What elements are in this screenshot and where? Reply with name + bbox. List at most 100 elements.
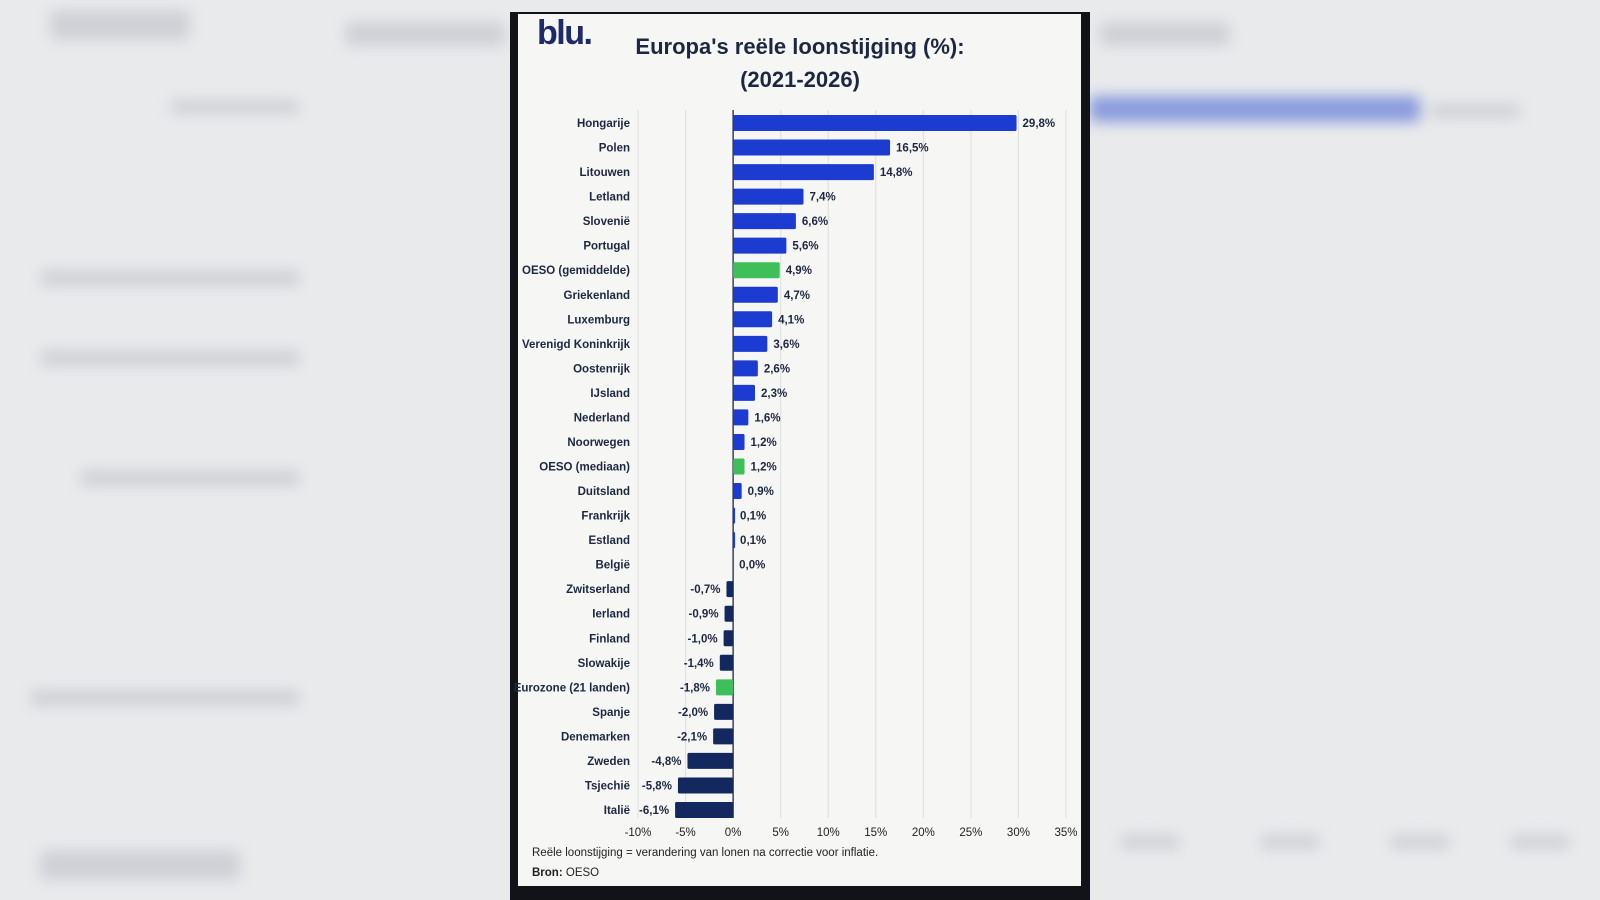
bar bbox=[733, 335, 768, 352]
category-label: Litouwen bbox=[580, 167, 630, 179]
bar bbox=[733, 237, 787, 254]
data-label: -4,8% bbox=[651, 756, 681, 768]
data-label: 6,6% bbox=[802, 216, 828, 228]
category-label: Polen bbox=[599, 143, 630, 155]
x-tick-label: 10% bbox=[817, 827, 840, 839]
category-label: Ierland bbox=[592, 609, 630, 621]
data-label: 1,6% bbox=[754, 412, 780, 424]
data-label: -0,9% bbox=[689, 609, 719, 621]
source-line: Bron: OESO bbox=[532, 867, 599, 879]
category-label: Duitsland bbox=[578, 486, 630, 498]
x-tick-label: 5% bbox=[772, 827, 789, 839]
bar bbox=[726, 581, 734, 598]
bar bbox=[733, 286, 778, 303]
category-label: Frankrijk bbox=[581, 511, 630, 523]
bar bbox=[724, 605, 734, 622]
x-tick-label: 35% bbox=[1054, 827, 1077, 839]
bar bbox=[733, 458, 745, 475]
category-label: Noorwegen bbox=[567, 437, 630, 449]
category-label: Hongarije bbox=[577, 118, 630, 130]
data-label: -1,8% bbox=[680, 682, 710, 694]
category-label: Eurozone (21 landen) bbox=[514, 682, 630, 694]
bar bbox=[687, 752, 734, 769]
bar bbox=[713, 728, 734, 745]
x-tick-label: 0% bbox=[725, 827, 742, 839]
data-label: 1,2% bbox=[751, 462, 777, 474]
x-tick-label: 30% bbox=[1007, 827, 1030, 839]
data-label: 0,1% bbox=[740, 535, 766, 547]
bar bbox=[733, 213, 796, 230]
x-tick-label: -10% bbox=[625, 827, 652, 839]
data-label: 2,3% bbox=[761, 388, 787, 400]
source-label: Bron: bbox=[532, 867, 563, 879]
category-label: Tsjechië bbox=[585, 780, 630, 792]
category-label: OESO (mediaan) bbox=[539, 462, 630, 474]
bar bbox=[733, 164, 874, 181]
data-label: 5,6% bbox=[792, 241, 818, 253]
category-label: OESO (gemiddelde) bbox=[522, 265, 630, 277]
bar bbox=[675, 802, 734, 818]
category-label: België bbox=[595, 560, 630, 572]
bar bbox=[715, 679, 734, 696]
data-label: -0,7% bbox=[690, 584, 720, 596]
data-label: 7,4% bbox=[809, 192, 835, 204]
data-label: 3,6% bbox=[773, 339, 799, 351]
chart-title: Europa's reële loonstijging (%): (2021-2… bbox=[600, 30, 1000, 96]
bar bbox=[733, 139, 891, 156]
chart-title-line1: Europa's reële loonstijging (%): bbox=[635, 34, 965, 59]
category-label: Zwitserland bbox=[566, 584, 630, 596]
category-label: Zweden bbox=[587, 756, 630, 768]
category-label: Oostenrijk bbox=[573, 363, 630, 375]
bar bbox=[733, 188, 804, 205]
category-label: Spanje bbox=[592, 707, 630, 719]
bar bbox=[733, 384, 755, 401]
category-label: Slovenië bbox=[583, 216, 630, 228]
data-label: -6,1% bbox=[639, 805, 669, 817]
data-label: 0,9% bbox=[748, 486, 774, 498]
x-tick-label: 20% bbox=[912, 827, 935, 839]
chart-card bbox=[518, 14, 1081, 886]
data-label: 14,8% bbox=[880, 167, 913, 179]
data-label: 0,1% bbox=[740, 511, 766, 523]
category-label: Verenigd Koninkrijk bbox=[522, 339, 631, 351]
x-tick-label: -5% bbox=[675, 827, 695, 839]
category-label: Griekenland bbox=[564, 290, 630, 302]
data-label: 4,1% bbox=[778, 314, 804, 326]
data-label: -5,8% bbox=[642, 780, 672, 792]
data-label: 16,5% bbox=[896, 143, 929, 155]
bar bbox=[733, 532, 736, 549]
category-label: IJsland bbox=[590, 388, 630, 400]
data-label: -2,0% bbox=[678, 707, 708, 719]
data-label: 1,2% bbox=[751, 437, 777, 449]
category-label: Estland bbox=[588, 535, 630, 547]
bar bbox=[733, 262, 780, 279]
category-label: Denemarken bbox=[561, 731, 630, 743]
category-label: Nederland bbox=[574, 412, 630, 424]
category-label: Slowakije bbox=[578, 658, 630, 670]
x-tick-label: 25% bbox=[959, 827, 982, 839]
bar bbox=[733, 360, 758, 377]
bar bbox=[733, 507, 736, 524]
category-label: Luxemburg bbox=[567, 314, 630, 326]
bar bbox=[719, 654, 734, 671]
chart-title-line2: (2021-2026) bbox=[740, 67, 860, 92]
category-label: Portugal bbox=[583, 241, 630, 253]
bar bbox=[733, 433, 745, 450]
bar bbox=[733, 483, 742, 500]
bar bbox=[733, 311, 773, 328]
bar bbox=[723, 630, 734, 647]
data-label: 2,6% bbox=[764, 363, 790, 375]
category-label: Italië bbox=[604, 805, 630, 817]
bar bbox=[677, 777, 734, 794]
bar bbox=[733, 409, 749, 426]
footnote: Reële loonstijging = verandering van lon… bbox=[532, 847, 879, 859]
x-tick-label: 15% bbox=[864, 827, 887, 839]
source-value: OESO bbox=[565, 867, 600, 879]
data-label: -1,4% bbox=[684, 658, 714, 670]
bar bbox=[714, 703, 734, 720]
data-label: -1,0% bbox=[688, 633, 718, 645]
bar bbox=[733, 115, 1017, 131]
category-label: Letland bbox=[589, 192, 630, 204]
